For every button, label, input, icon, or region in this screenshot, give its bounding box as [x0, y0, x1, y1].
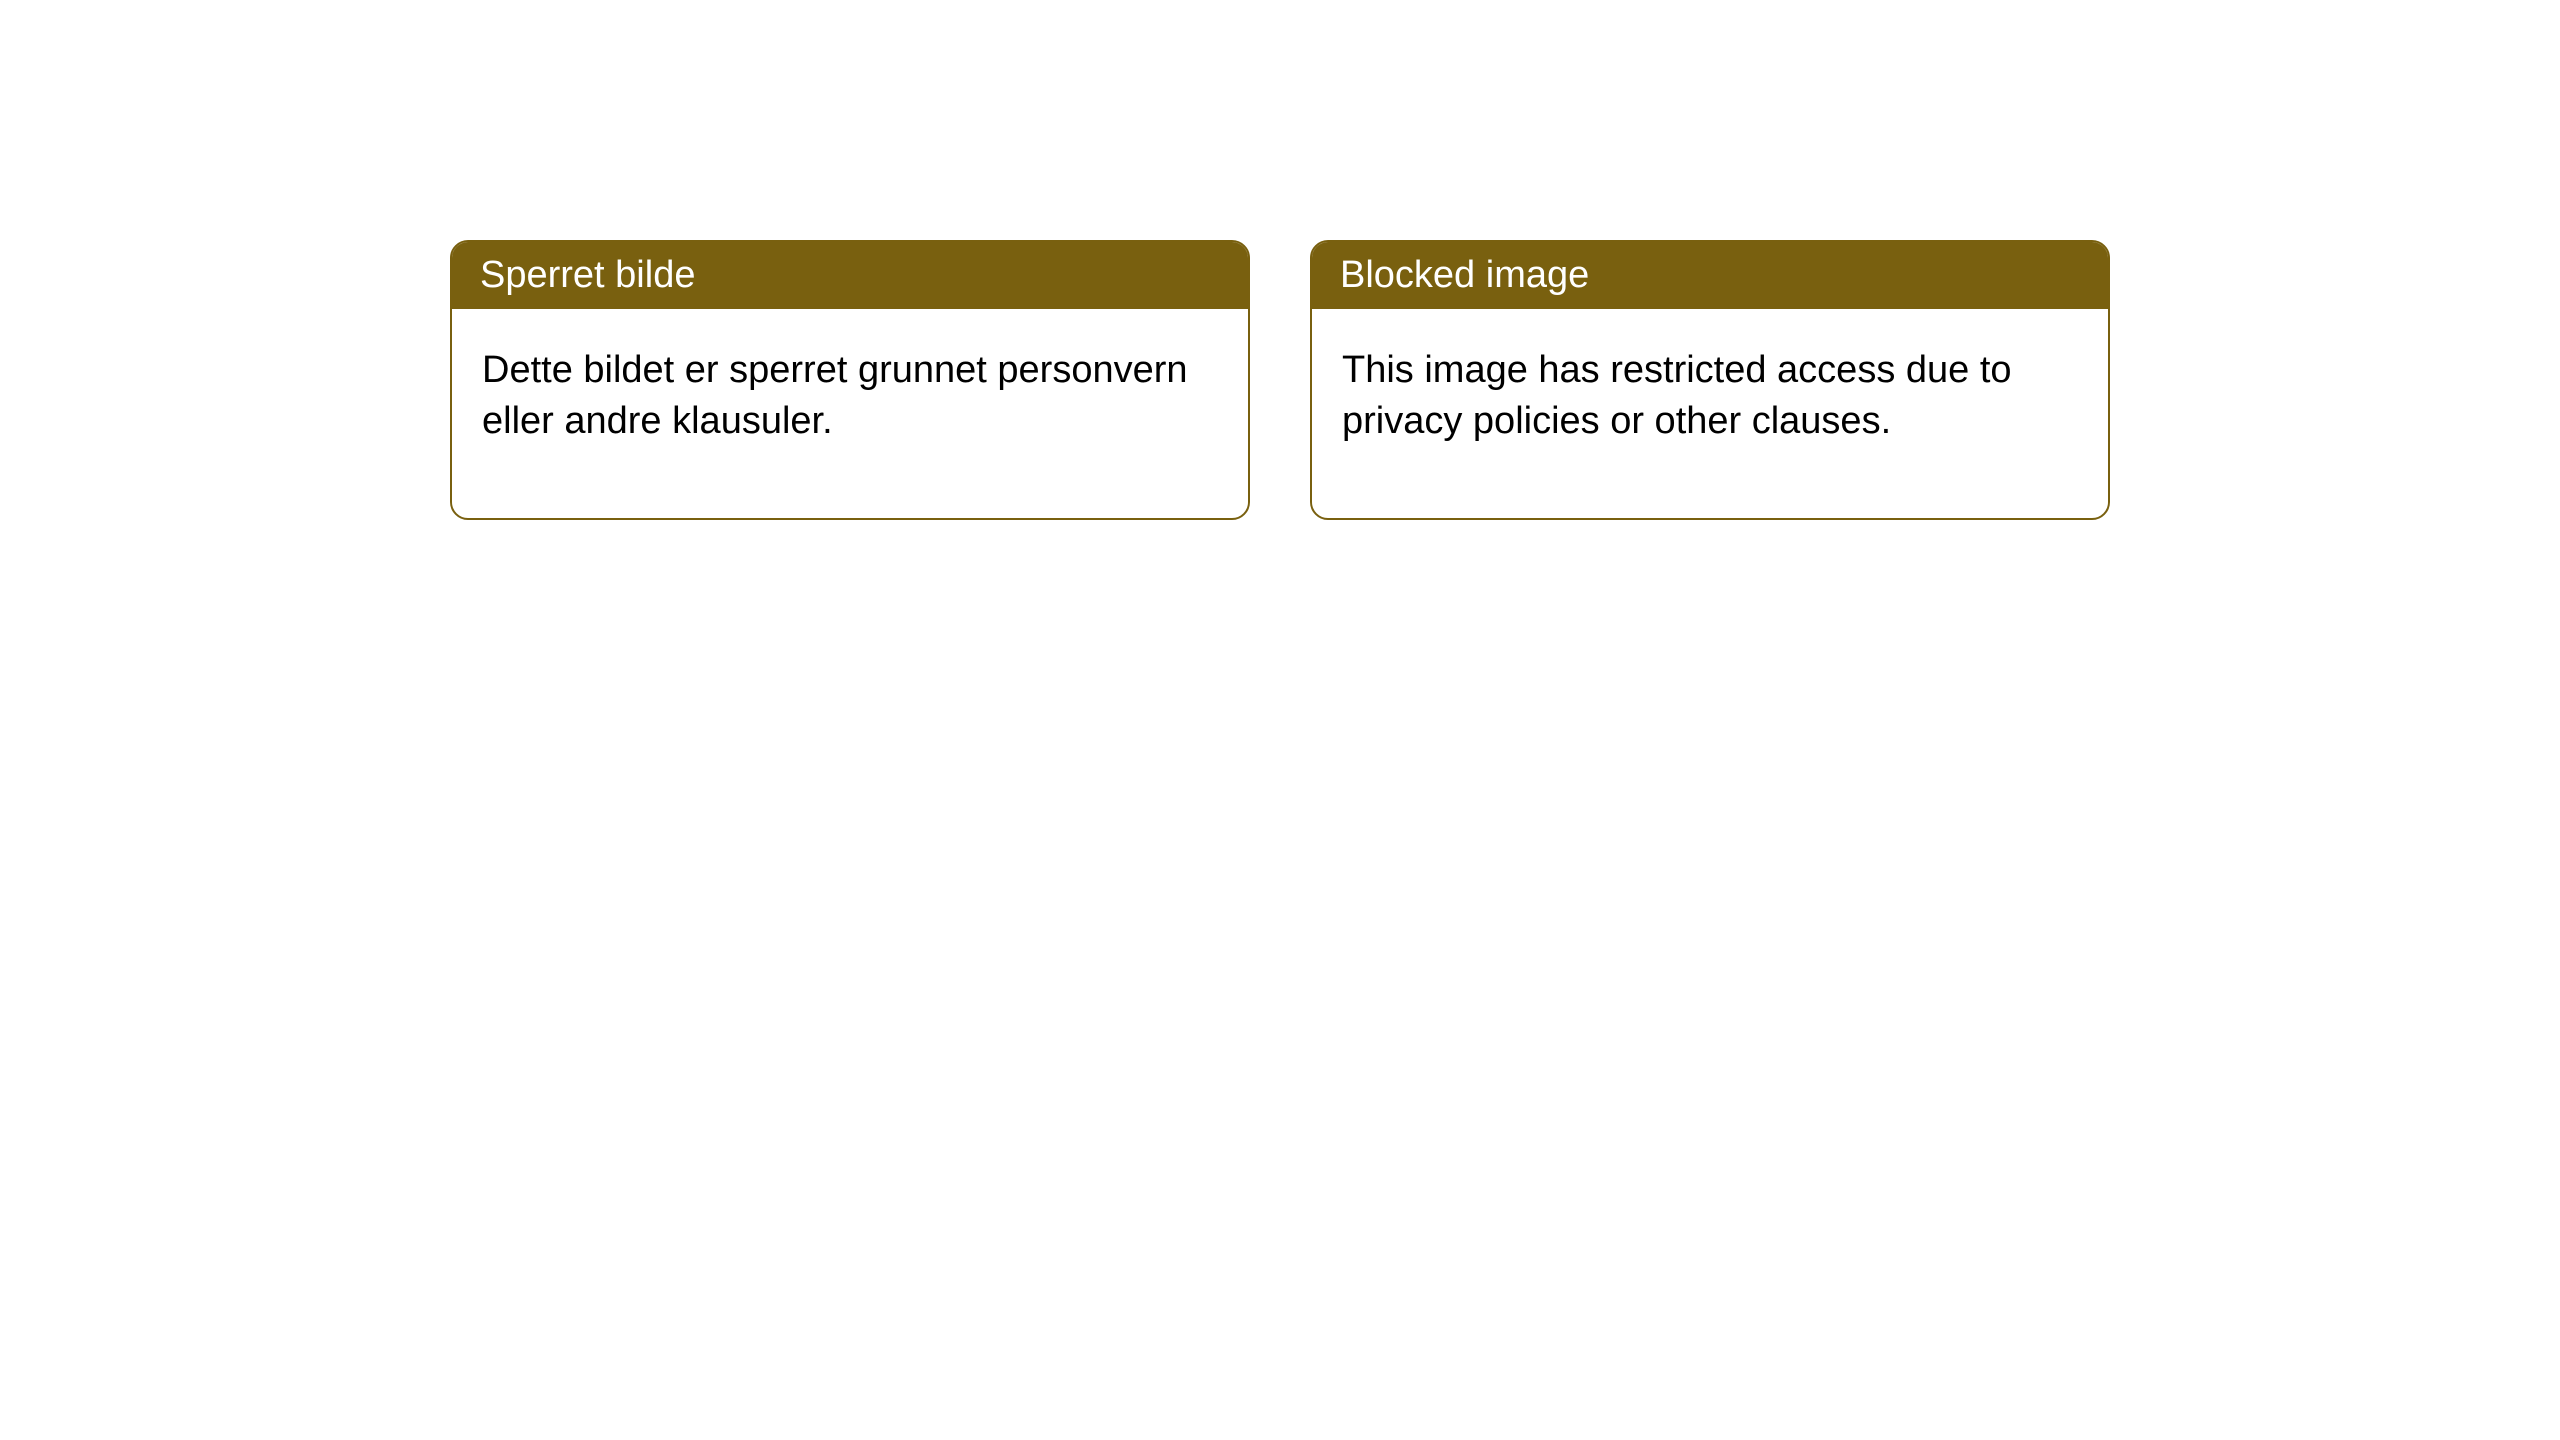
- blocked-notice-card-en: Blocked image This image has restricted …: [1310, 240, 2110, 520]
- blocked-notice-card-no: Sperret bilde Dette bildet er sperret gr…: [450, 240, 1250, 520]
- blocked-notice-message-en: This image has restricted access due to …: [1312, 309, 2108, 518]
- blocked-notice-container: Sperret bilde Dette bildet er sperret gr…: [450, 240, 2110, 520]
- blocked-notice-title-en: Blocked image: [1312, 242, 2108, 309]
- blocked-notice-title-no: Sperret bilde: [452, 242, 1248, 309]
- blocked-notice-message-no: Dette bildet er sperret grunnet personve…: [452, 309, 1248, 518]
